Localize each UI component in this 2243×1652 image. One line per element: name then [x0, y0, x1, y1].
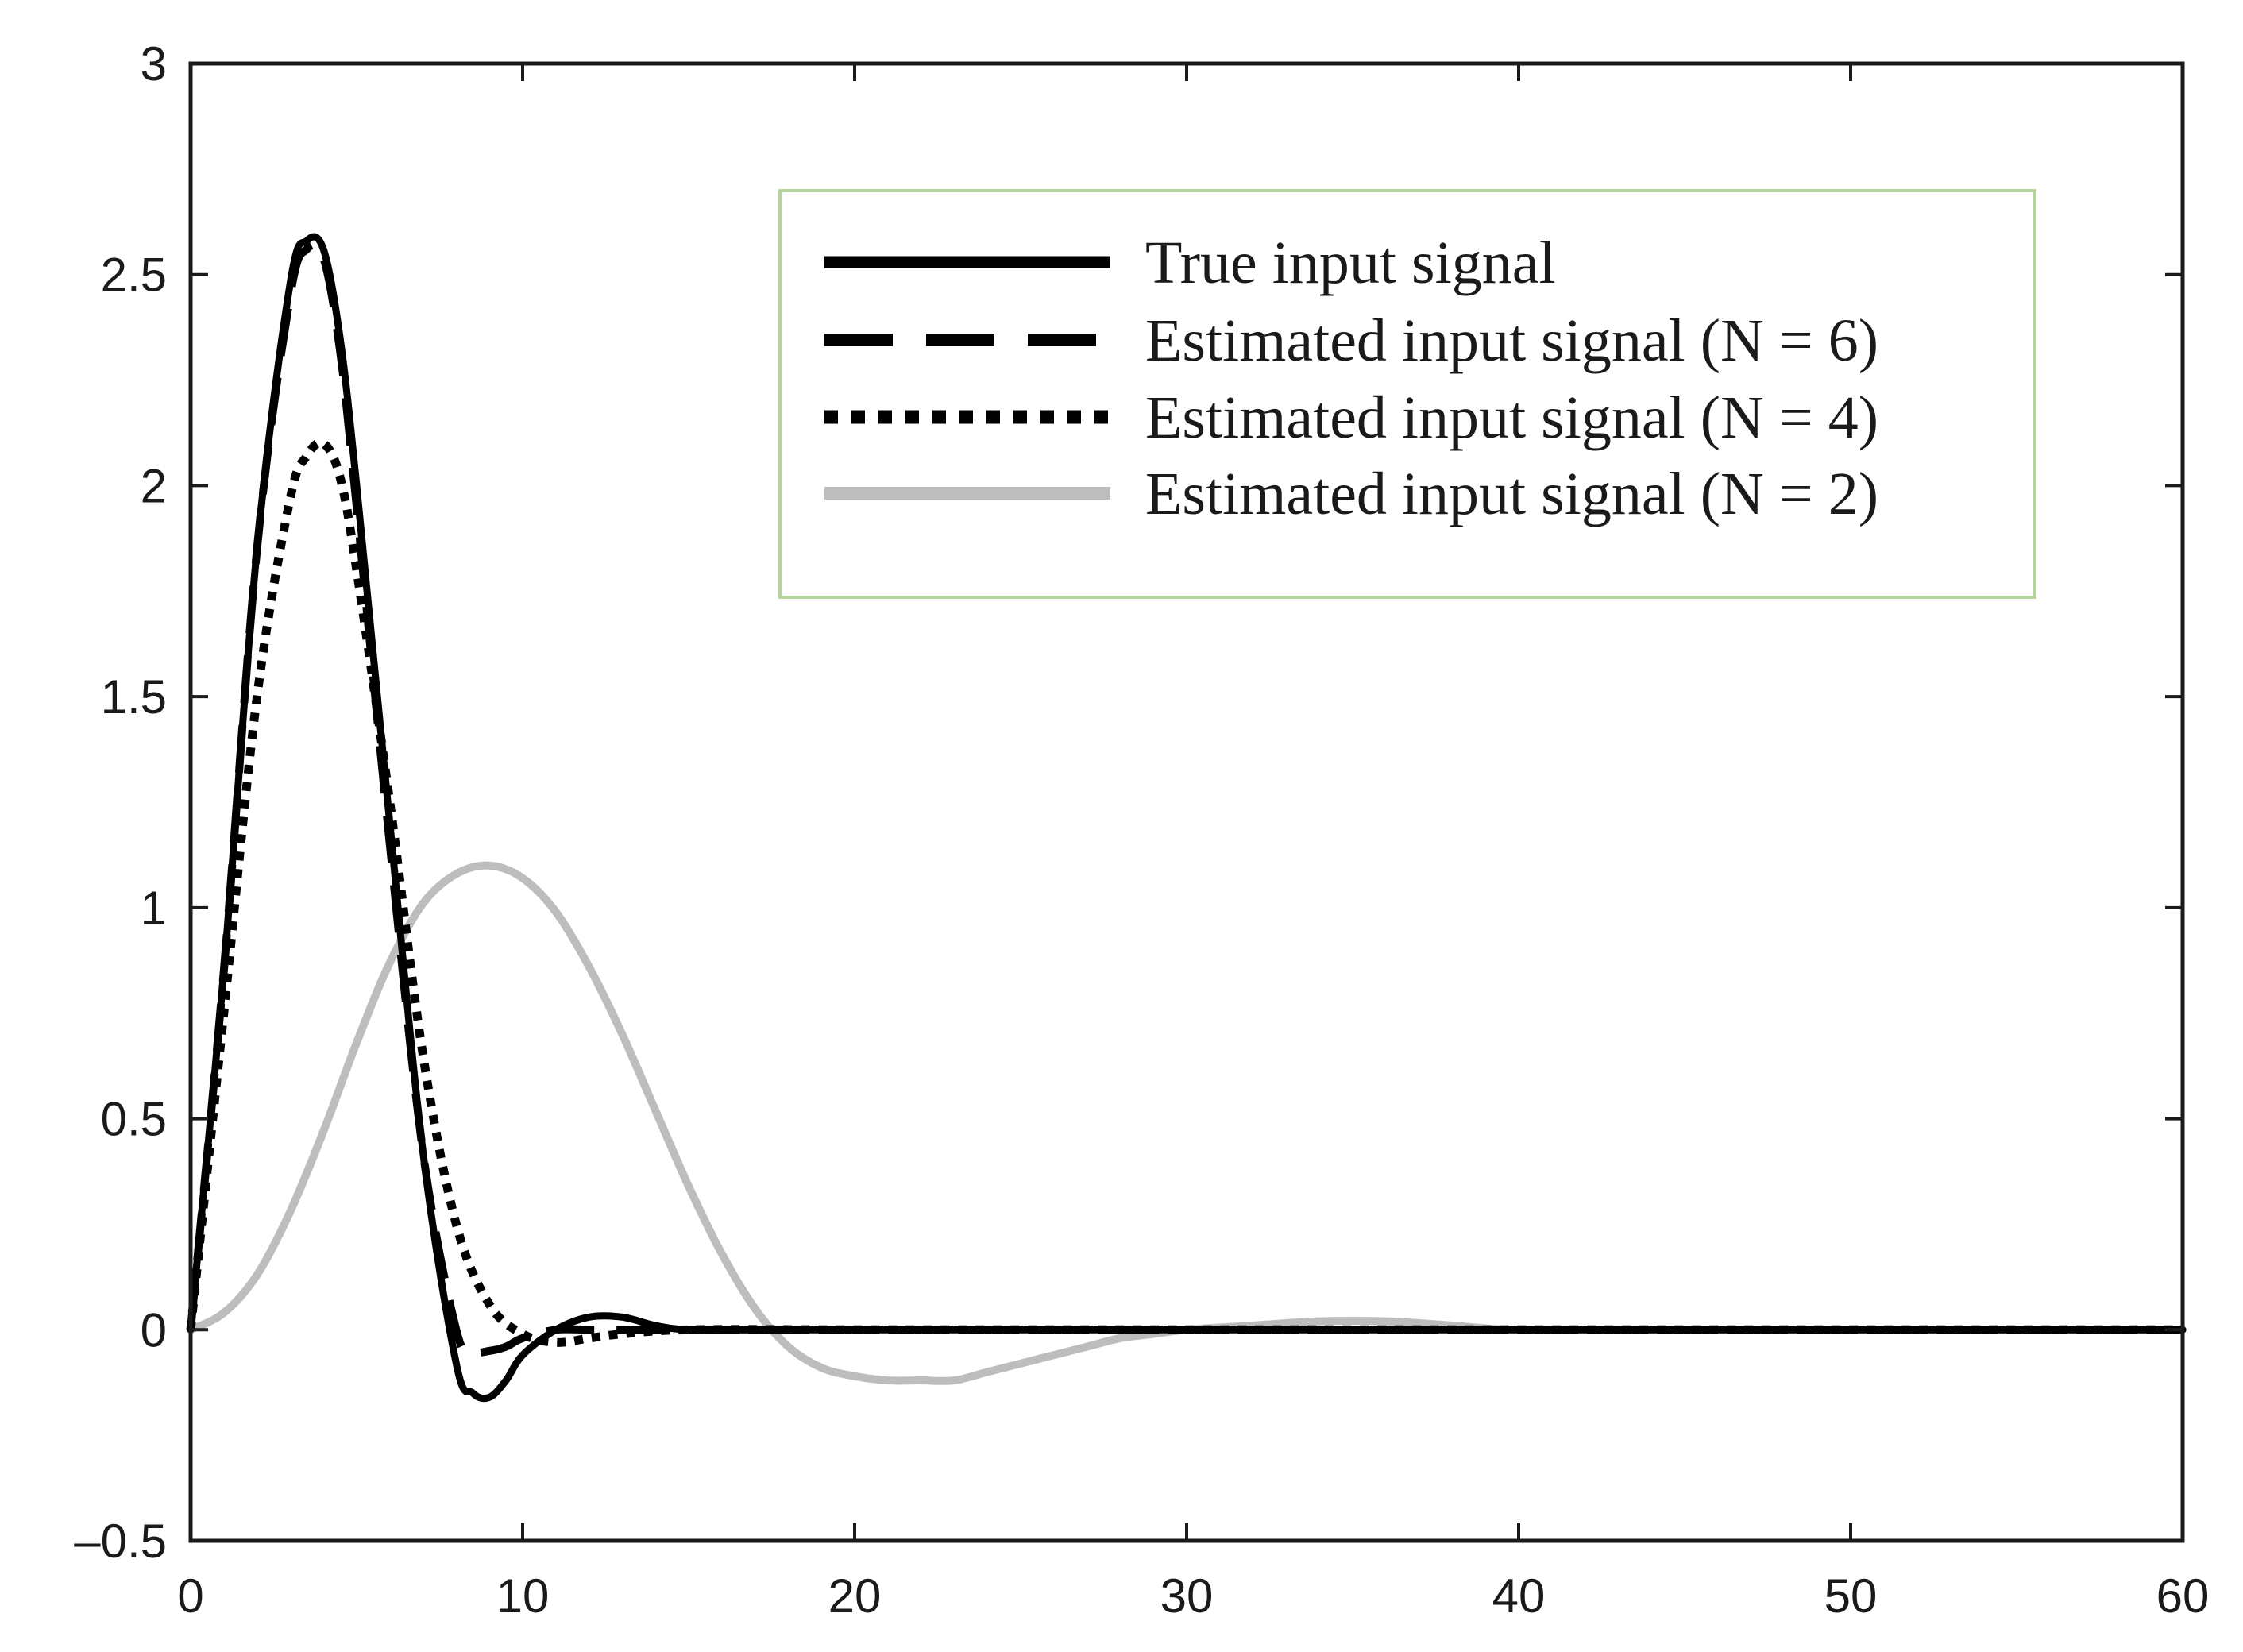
x-tick-label: 50	[1824, 1569, 1878, 1623]
y-tick-label: 2.5	[101, 249, 167, 302]
y-tick-label: 2	[141, 459, 167, 512]
legend-label: Estimated input signal (N = 6)	[1145, 307, 1878, 374]
y-tick-label: 0	[141, 1303, 167, 1357]
x-tick-label: 20	[828, 1569, 882, 1623]
x-tick-label: 60	[2156, 1569, 2210, 1623]
x-tick-label: 40	[1492, 1569, 1546, 1623]
ticks-layer: 0 10 20 30 40 50 60–0.500.511.522.53	[74, 37, 2209, 1623]
legend: True input signal Estimated input signal …	[778, 189, 2036, 599]
series-layer	[186, 233, 2187, 1403]
legend-label: Estimated input signal (N = 4)	[1145, 384, 1878, 451]
x-tick-label: 30	[1160, 1569, 1214, 1623]
x-tick-label: 10	[496, 1569, 550, 1623]
legend-label: Estimated input signal (N = 2)	[1145, 461, 1878, 527]
y-tick-label: –0.5	[74, 1515, 167, 1568]
legend-label: True input signal	[1145, 230, 1556, 296]
y-tick-label: 1.5	[101, 670, 167, 724]
y-tick-label: 3	[141, 37, 167, 91]
series-line-estimated-input-signal-n-6	[187, 241, 2183, 1357]
y-tick-label: 1	[141, 882, 167, 935]
y-tick-label: 0.5	[101, 1093, 167, 1146]
x-tick-label: 0	[177, 1569, 203, 1623]
